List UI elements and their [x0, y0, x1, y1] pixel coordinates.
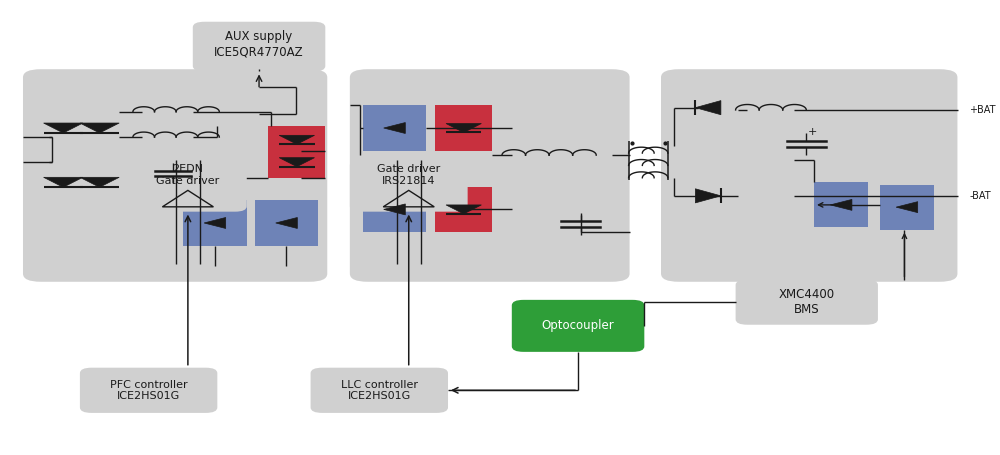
- Polygon shape: [276, 217, 297, 228]
- FancyBboxPatch shape: [512, 300, 644, 352]
- Polygon shape: [80, 177, 119, 187]
- Polygon shape: [384, 122, 405, 133]
- FancyBboxPatch shape: [80, 368, 217, 413]
- Text: 2EDN
Gate driver: 2EDN Gate driver: [156, 164, 220, 186]
- FancyBboxPatch shape: [350, 69, 630, 282]
- Text: Optocoupler: Optocoupler: [542, 319, 614, 332]
- Text: XMC4400
BMS: XMC4400 BMS: [779, 288, 835, 316]
- Text: +: +: [807, 126, 817, 136]
- Polygon shape: [695, 101, 721, 115]
- Text: -BAT: -BAT: [969, 191, 991, 201]
- Text: LLC controller
ICE2HS01G: LLC controller ICE2HS01G: [341, 379, 418, 401]
- Polygon shape: [446, 205, 481, 214]
- Polygon shape: [44, 123, 83, 133]
- Bar: [435, 106, 492, 151]
- Text: PFC controller
ICE2HS01G: PFC controller ICE2HS01G: [110, 379, 187, 401]
- FancyBboxPatch shape: [661, 69, 957, 282]
- FancyBboxPatch shape: [736, 279, 878, 325]
- FancyBboxPatch shape: [129, 160, 247, 212]
- Text: +BAT: +BAT: [969, 105, 996, 115]
- Bar: [268, 126, 325, 178]
- Bar: [363, 106, 426, 151]
- FancyBboxPatch shape: [311, 368, 448, 413]
- Bar: [435, 187, 492, 232]
- Bar: [880, 185, 934, 230]
- FancyBboxPatch shape: [193, 22, 325, 71]
- Bar: [255, 200, 318, 246]
- Polygon shape: [204, 217, 226, 228]
- Polygon shape: [446, 124, 481, 132]
- Polygon shape: [384, 204, 405, 215]
- Polygon shape: [279, 158, 315, 167]
- Polygon shape: [44, 177, 83, 187]
- Polygon shape: [80, 123, 119, 133]
- Text: Gate driver
IRS21814: Gate driver IRS21814: [377, 164, 440, 186]
- Polygon shape: [896, 202, 918, 212]
- Text: AUX supply
ICE5QR4770AZ: AUX supply ICE5QR4770AZ: [214, 30, 304, 58]
- FancyBboxPatch shape: [23, 69, 327, 282]
- Bar: [183, 200, 247, 246]
- Bar: [363, 187, 426, 232]
- Polygon shape: [830, 199, 852, 210]
- Polygon shape: [695, 189, 721, 203]
- FancyBboxPatch shape: [350, 160, 468, 212]
- Bar: [814, 182, 868, 228]
- Polygon shape: [279, 135, 315, 144]
